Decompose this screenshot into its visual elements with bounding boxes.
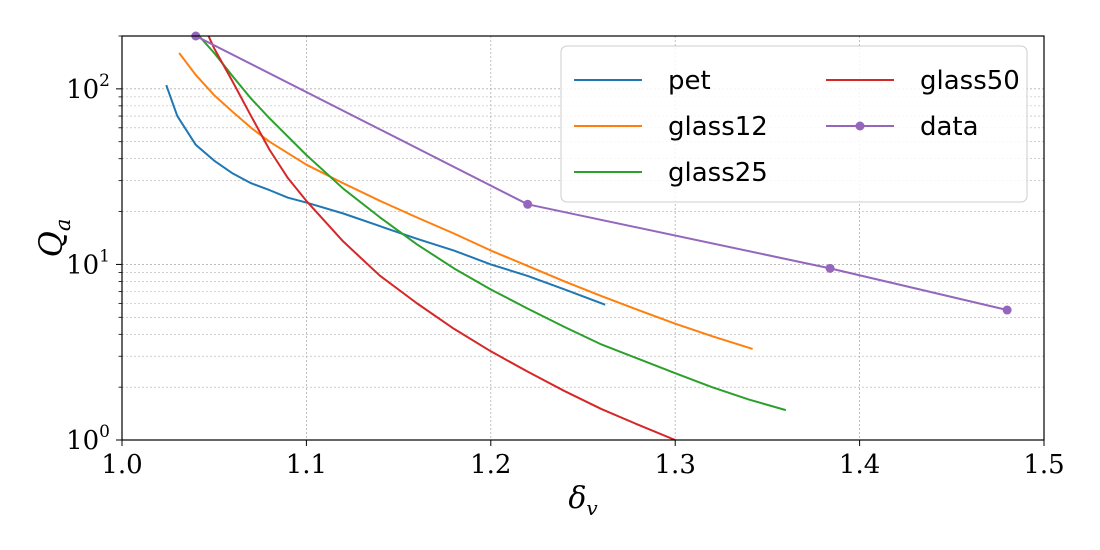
x-tick-label: 1.3: [655, 450, 696, 480]
x-axis-label: δv: [568, 481, 598, 520]
x-tick-label: 1.5: [1023, 450, 1064, 480]
markers-layer: [191, 31, 1012, 315]
series-glass12-line: [178, 52, 753, 350]
ticks: 1.0 1.1 1.2 1.3 1.4 1.5 100 101 102: [66, 35, 1065, 480]
legend-label-pet: pet: [668, 66, 711, 96]
series-glass50-line: [207, 36, 676, 440]
series-data-point: [1002, 305, 1012, 315]
series-data-point: [825, 263, 835, 273]
series-pet-line: [165, 84, 606, 306]
x-tick-label: 1.2: [470, 450, 511, 480]
x-tick-label: 1.4: [839, 450, 880, 480]
legend: pet glass12 glass25 glass50 data: [560, 45, 1028, 203]
series-glass25-line: [197, 36, 787, 412]
series-data-line: [195, 36, 1008, 311]
legend-marker-data: [855, 121, 865, 131]
y-tick-label: 100: [66, 422, 110, 456]
series-data-point: [523, 199, 533, 209]
y-axis-label: Qa: [32, 219, 75, 258]
plot-frame: [121, 35, 1045, 441]
x-tick-label: 1.1: [286, 450, 327, 480]
y-tick-label: 102: [66, 71, 110, 105]
legend-box: [560, 45, 1028, 203]
legend-label-glass50: glass50: [920, 66, 1020, 96]
series-layer: [165, 36, 1008, 440]
legend-label-glass12: glass12: [668, 112, 768, 142]
legend-label-glass25: glass25: [668, 158, 768, 188]
y-tick-label: 101: [66, 246, 110, 280]
x-tick-label: 1.0: [101, 450, 142, 480]
legend-label-data: data: [920, 112, 979, 142]
